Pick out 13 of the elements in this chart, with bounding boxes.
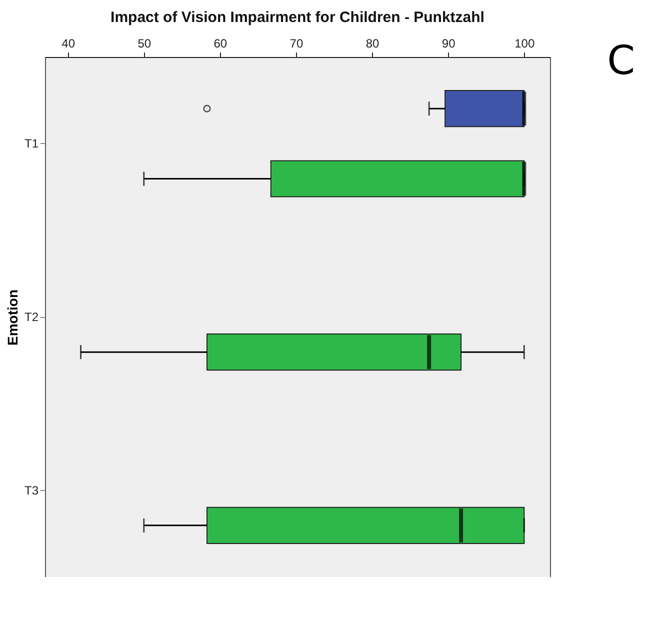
y-axis-title: Emotion <box>4 290 20 346</box>
x-tick-label: 60 <box>214 36 228 50</box>
chart-title: Impact of Vision Impairment for Children - Punktzahl <box>110 9 484 26</box>
x-tick-label: 50 <box>138 36 152 50</box>
text: C <box>607 38 635 84</box>
x-tick-label: 80 <box>366 36 380 50</box>
x-tick-label: 90 <box>442 36 456 50</box>
y-tick-label: T2 <box>24 310 39 324</box>
x-tick-label: 100 <box>514 36 535 50</box>
y-tick-label: T3 <box>24 483 39 498</box>
x-tick-label: 40 <box>62 36 76 50</box>
y-tick-label: T1 <box>24 136 39 151</box>
x-tick-label: 70 <box>290 36 304 50</box>
